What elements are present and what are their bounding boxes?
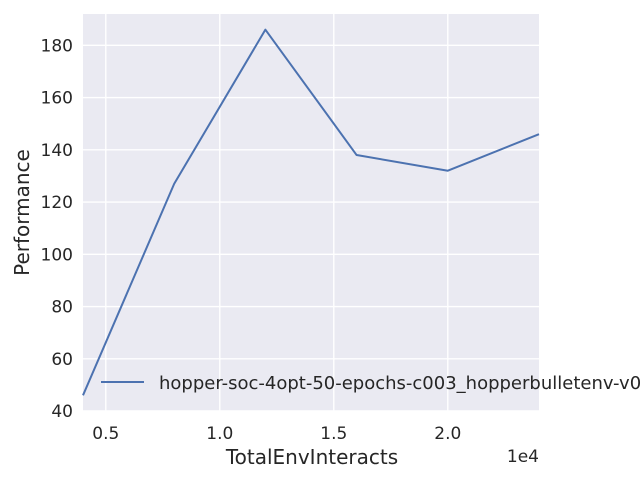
x-axis-label: TotalEnvInteracts (225, 445, 398, 469)
series-line (82, 28, 540, 396)
plot-area (83, 14, 539, 411)
x-tick-label: 1.5 (320, 424, 347, 444)
y-tick-label: 140 (41, 141, 73, 161)
y-tick-label: 160 (41, 89, 73, 109)
x-tick-label: 1.0 (206, 424, 233, 444)
y-tick-label: 40 (51, 402, 73, 422)
y-gridlines (83, 44, 539, 412)
y-tick-label: 100 (41, 245, 73, 265)
legend: hopper-soc-4opt-50-epochs-c003_hopperbul… (101, 373, 640, 394)
x-offset-label: 1e4 (507, 447, 539, 467)
y-axis-label: Performance (10, 149, 34, 276)
y-tick-labels: 40 60 80 100 120 140 160 180 (41, 36, 73, 422)
x-tick-label: 2.0 (434, 424, 461, 444)
series-layer (82, 28, 540, 396)
y-tick-label: 120 (41, 193, 73, 213)
legend-label: hopper-soc-4opt-50-epochs-c003_hopperbul… (159, 373, 640, 394)
y-tick-label: 60 (51, 350, 73, 370)
x-tick-labels: 0.5 1.0 1.5 2.0 (92, 424, 461, 444)
x-tick-label: 0.5 (92, 424, 119, 444)
y-tick-label: 80 (51, 298, 73, 318)
y-tick-label: 180 (41, 36, 73, 56)
